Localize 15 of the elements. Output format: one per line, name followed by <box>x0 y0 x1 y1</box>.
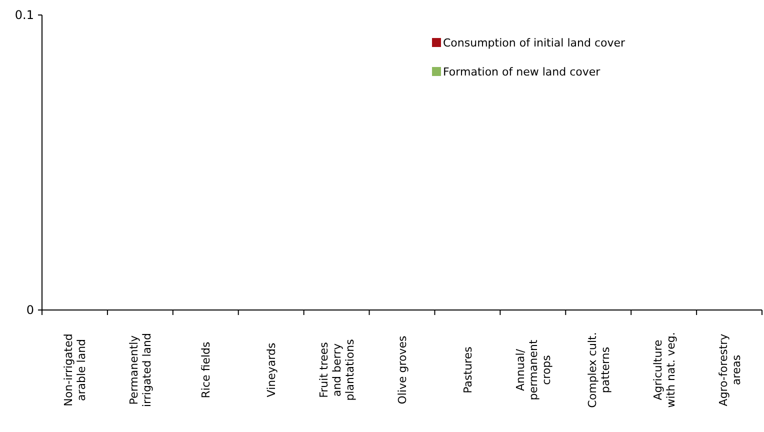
x-tick-label: Fruit trees and berry plantations <box>318 338 357 401</box>
x-tick-label: Vineyards <box>265 342 278 398</box>
x-tick-label: Permanently irrigated land <box>128 333 154 407</box>
x-tick-label: Rice fields <box>200 341 213 398</box>
x-tick-label: Non-irrigated arable land <box>62 334 88 406</box>
legend-label: Formation of new land cover <box>443 65 601 78</box>
x-tick-label: Annual/ permanent crops <box>514 339 553 400</box>
x-tick-label: Pastures <box>461 346 474 394</box>
x-tick-label: Olive groves <box>396 335 409 404</box>
x-tick-label: Agriculture with nat. veg. <box>651 332 678 408</box>
legend-label: Consumption of initial land cover <box>443 36 626 50</box>
y-tick-label: 0 <box>26 303 34 318</box>
y-tick-label: 0.1 <box>14 8 34 22</box>
x-tick-label: Complex cult. patterns <box>586 332 612 408</box>
x-tick-label: Agro-forestry areas <box>716 333 743 406</box>
